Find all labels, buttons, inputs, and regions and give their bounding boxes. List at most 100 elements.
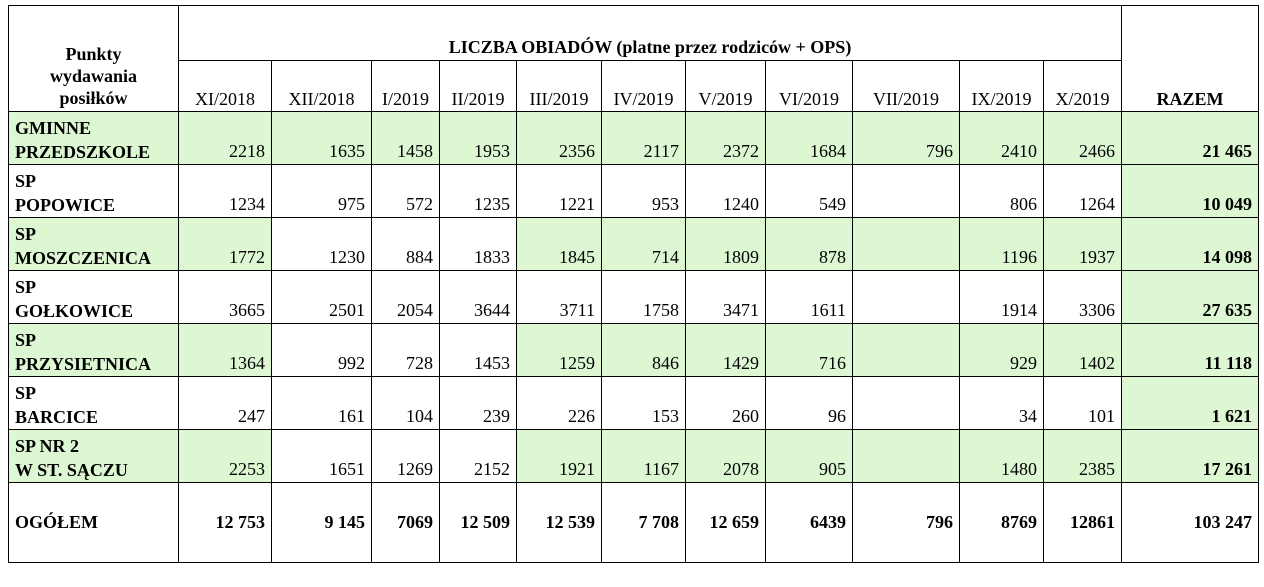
value-cell: 1684 xyxy=(765,111,853,165)
total-value-cell: 12 753 xyxy=(178,482,272,563)
value-cell xyxy=(852,270,960,324)
value-cell: 247 xyxy=(178,376,272,430)
value-cell: 3711 xyxy=(516,270,602,324)
value-cell: 549 xyxy=(765,164,853,218)
table-row: SP POPOWICE 1234 975 572 1235 1221 953 1240 549 8… xyxy=(8,164,1260,218)
row-label: SP NR 2 W ST. SĄCZU xyxy=(8,429,179,483)
value-cell: 1480 xyxy=(959,429,1044,483)
value-cell: 260 xyxy=(685,376,766,430)
value-cell: 3644 xyxy=(439,270,517,324)
total-value-cell: 8769 xyxy=(959,482,1044,563)
value-cell: 1937 xyxy=(1042,217,1123,271)
month-header: X/2019 xyxy=(1042,60,1123,112)
value-cell: 846 xyxy=(601,323,686,377)
value-cell: 2078 xyxy=(685,429,766,483)
total-value-cell: 9 145 xyxy=(271,482,372,563)
table-row: SP NR 2 W ST. SĄCZU 2253 1651 1269 2152 1921 1… xyxy=(8,429,1260,483)
header-row-months: XI/2018 XII/2018 I/2019 II/2019 III/2019… xyxy=(9,60,1259,112)
value-cell: 1364 xyxy=(178,323,272,377)
super-header: LICZBA OBIADÓW (platne przez rodziców + … xyxy=(177,5,1123,61)
value-cell: 1167 xyxy=(601,429,686,483)
value-cell: 572 xyxy=(371,164,440,218)
total-value-cell: 7069 xyxy=(371,482,440,563)
value-cell: 1809 xyxy=(685,217,766,271)
month-header: IV/2019 xyxy=(601,60,686,112)
row-label: SP PRZYSIETNICA xyxy=(8,323,179,377)
value-cell: 2117 xyxy=(601,111,686,165)
value-cell: 1635 xyxy=(271,111,372,165)
total-value-cell: 7 708 xyxy=(601,482,686,563)
row-total: 14 098 xyxy=(1121,217,1260,271)
value-cell: 3306 xyxy=(1042,270,1123,324)
month-header: II/2019 xyxy=(439,60,517,112)
value-cell: 1758 xyxy=(601,270,686,324)
total-value-cell: 6439 xyxy=(765,482,853,563)
value-cell: 1230 xyxy=(271,217,372,271)
row-total: 21 465 xyxy=(1121,111,1260,165)
value-cell: 2253 xyxy=(178,429,272,483)
value-cell: 1458 xyxy=(371,111,440,165)
value-cell: 1845 xyxy=(516,217,602,271)
value-cell: 884 xyxy=(371,217,440,271)
value-cell: 975 xyxy=(271,164,372,218)
value-cell: 2152 xyxy=(439,429,517,483)
value-cell: 161 xyxy=(271,376,372,430)
value-cell: 2501 xyxy=(271,270,372,324)
table-row: SP GOŁKOWICE 3665 2501 2054 3644 3711 1758 3471… xyxy=(8,270,1260,324)
value-cell: 104 xyxy=(371,376,440,430)
value-cell xyxy=(852,376,960,430)
value-cell: 1611 xyxy=(765,270,853,324)
row-label: SP POPOWICE xyxy=(8,164,179,218)
value-cell: 1240 xyxy=(685,164,766,218)
value-cell: 3665 xyxy=(178,270,272,324)
month-header: V/2019 xyxy=(685,60,766,112)
total-row-label: OGÓŁEM xyxy=(8,482,179,563)
row-label: GMINNE PRZEDSZKOLE xyxy=(8,111,179,165)
value-cell: 101 xyxy=(1042,376,1123,430)
value-cell: 1235 xyxy=(439,164,517,218)
total-value-cell: 12 509 xyxy=(439,482,517,563)
table-row: SP MOSZCZENICA 1772 1230 884 1833 1845 714 1809… xyxy=(8,217,1260,271)
value-cell: 953 xyxy=(601,164,686,218)
value-cell: 716 xyxy=(765,323,853,377)
month-header: VII/2019 xyxy=(852,60,960,112)
value-cell: 2054 xyxy=(371,270,440,324)
value-cell: 1264 xyxy=(1042,164,1123,218)
total-row: OGÓŁEM 12 753 9 145 7069 12 509 12 539 7 708 12… xyxy=(8,482,1260,563)
value-cell: 1453 xyxy=(439,323,517,377)
total-value-cell: 796 xyxy=(852,482,960,563)
row-total: 11 118 xyxy=(1121,323,1260,377)
row-total: 1 621 xyxy=(1121,376,1260,430)
value-cell: 1221 xyxy=(516,164,602,218)
month-header: XII/2018 xyxy=(271,60,372,112)
value-cell: 796 xyxy=(852,111,960,165)
corner-header: Punkty wydawania posiłków xyxy=(8,5,179,112)
meals-table: Punkty wydawania posiłków LICZBA OBIADÓW… xyxy=(8,5,1260,563)
row-label: SP MOSZCZENICA xyxy=(8,217,179,271)
value-cell: 1259 xyxy=(516,323,602,377)
value-cell: 878 xyxy=(765,217,853,271)
month-header: I/2019 xyxy=(371,60,440,112)
value-cell: 1914 xyxy=(959,270,1044,324)
value-cell: 2372 xyxy=(685,111,766,165)
value-cell: 96 xyxy=(765,376,853,430)
value-cell: 1402 xyxy=(1042,323,1123,377)
table-row: GMINNE PRZEDSZKOLE 2218 1635 1458 1953 2356 21… xyxy=(8,111,1260,165)
value-cell: 239 xyxy=(439,376,517,430)
value-cell: 1953 xyxy=(439,111,517,165)
value-cell xyxy=(852,217,960,271)
row-total: 27 635 xyxy=(1121,270,1260,324)
row-label: SP BARCICE xyxy=(8,376,179,430)
value-cell: 2385 xyxy=(1042,429,1123,483)
table-row: SP BARCICE 247 161 104 239 226 153 260 96 34 101 1 … xyxy=(8,376,1260,430)
value-cell: 2410 xyxy=(959,111,1044,165)
month-header: IX/2019 xyxy=(959,60,1044,112)
row-label: SP GOŁKOWICE xyxy=(8,270,179,324)
total-value-cell: 12 659 xyxy=(685,482,766,563)
value-cell: 1429 xyxy=(685,323,766,377)
row-total: 10 049 xyxy=(1121,164,1260,218)
value-cell: 2356 xyxy=(516,111,602,165)
value-cell xyxy=(852,323,960,377)
header-row-top: Punkty wydawania posiłków LICZBA OBIADÓW… xyxy=(8,5,1260,112)
table-row: SP PRZYSIETNICA 1364 992 728 1453 1259 846 1429… xyxy=(8,323,1260,377)
